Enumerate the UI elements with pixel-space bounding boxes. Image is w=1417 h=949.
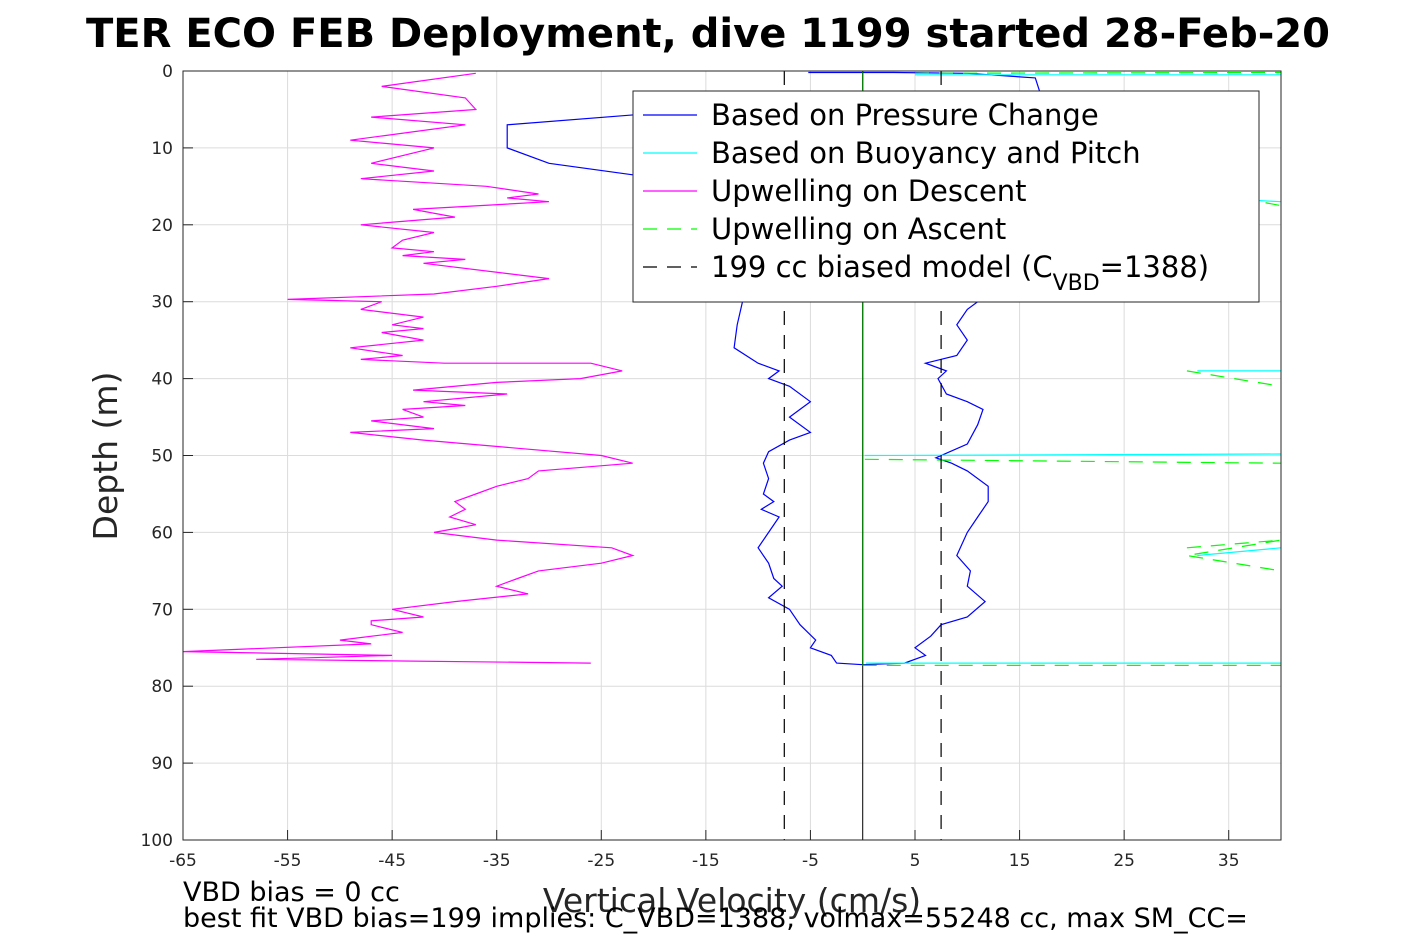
x-tick-label: -15	[692, 851, 720, 871]
y-tick-label: 10	[151, 139, 173, 159]
y-axis-label: Depth (m)	[86, 372, 125, 541]
x-tick-label: -65	[169, 851, 197, 871]
y-tick-label: 50	[151, 447, 173, 467]
x-axis-label: Vertical Velocity (cm/s)	[543, 881, 921, 920]
legend-label: Upwelling on Descent	[711, 174, 1027, 208]
y-tick-label: 80	[151, 677, 173, 697]
x-tick-label: -55	[274, 851, 302, 871]
legend-label-prefix: 199 cc biased model (C	[711, 250, 1053, 284]
x-tick-label: -5	[802, 851, 819, 871]
y-tick-label: 70	[151, 600, 173, 620]
legend-label: Based on Pressure Change	[711, 98, 1099, 132]
y-tick-label: 40	[151, 370, 173, 390]
chart-title: TER ECO FEB Deployment, dive 1199 starte…	[86, 11, 1330, 57]
x-tick-label: -35	[483, 851, 511, 871]
x-tick-label: 35	[1218, 851, 1240, 871]
axis-ticks: -65 -55 -45 -35 -25 -15 -5 5 15 25 350102030405060…	[141, 62, 1240, 871]
y-tick-label: 100	[141, 831, 173, 851]
y-tick-label: 0	[162, 62, 173, 82]
series-line	[182, 72, 635, 664]
legend-label-suffix: =1388)	[1100, 250, 1209, 284]
legend: Based on Pressure Change Based on Buoyanc…	[632, 90, 1260, 303]
legend-box	[632, 90, 1260, 303]
footer-best-fit-line: best fit VBD bias=199 implies: C_VBD=138…	[183, 903, 1248, 934]
footer-bias-line: VBD bias = 0 cc	[183, 877, 400, 908]
legend-label: Based on Buoyancy and Pitch	[711, 136, 1141, 170]
legend-label-subscript: VBD	[1053, 271, 1100, 296]
x-tick-label: 25	[1113, 851, 1135, 871]
legend-label: 199 cc biased model (CVBD=1388)	[711, 250, 1209, 296]
x-tick-label: -45	[378, 851, 406, 871]
x-tick-label: 5	[910, 851, 921, 871]
y-tick-label: 90	[151, 754, 173, 774]
y-tick-label: 60	[151, 523, 173, 543]
x-tick-label: 15	[1009, 851, 1031, 871]
legend-label: Upwelling on Ascent	[711, 212, 1006, 246]
y-tick-label: 30	[151, 293, 173, 313]
y-tick-label: 20	[151, 216, 173, 236]
x-tick-label: -25	[587, 851, 615, 871]
